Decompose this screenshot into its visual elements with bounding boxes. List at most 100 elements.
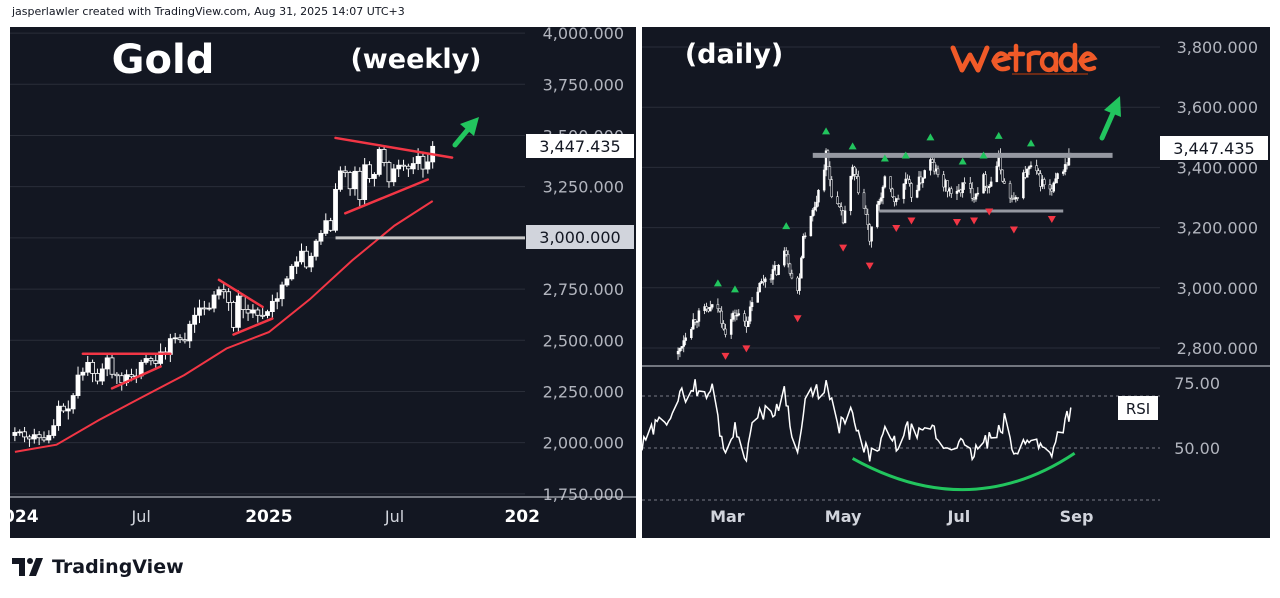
daily-candle-body [995, 165, 999, 183]
daily-candle-body [771, 269, 775, 280]
daily-candle [709, 300, 712, 312]
weekly-candle-body [318, 232, 324, 242]
tradingview-brand-text: TradingView [52, 556, 184, 578]
daily-candle-body [709, 307, 712, 312]
daily-candle-body [676, 350, 680, 355]
weekly-candle-body [177, 337, 183, 341]
weekly-candle [158, 343, 164, 368]
daily-candle-body [838, 203, 841, 207]
daily-candle-body [984, 174, 987, 187]
weekly-candle [323, 213, 329, 236]
daily-candle-body [902, 183, 906, 199]
tradingview-logo-icon [12, 558, 43, 576]
weekly-candle [80, 367, 86, 381]
rsi-y-tick-label: 75.00 [1174, 374, 1220, 393]
weekly-candle [201, 300, 207, 316]
weekly-chart-subtitle: (weekly) [350, 44, 481, 75]
daily-candle [790, 269, 794, 280]
daily-candle-body [853, 166, 856, 175]
weekly-candle-body [90, 361, 95, 374]
daily-y-tick-label: 3,000.000 [1177, 279, 1258, 298]
weekly-candle-body [104, 357, 110, 370]
daily-candle [1048, 179, 1052, 196]
weekly-moving-average [14, 200, 434, 453]
weekly-candle [333, 183, 338, 233]
daily-candle [784, 247, 788, 257]
weekly-candle-body [167, 338, 173, 355]
daily-candle [786, 250, 790, 268]
weekly-candle-body [226, 291, 232, 303]
weekly-candle-body [333, 188, 338, 231]
daily-swing-high-marker-icon [958, 157, 967, 165]
weekly-candle [391, 164, 397, 187]
daily-candle-body [1035, 165, 1038, 172]
daily-candle [764, 276, 767, 288]
daily-candle-body [733, 312, 737, 316]
daily-candle-body [870, 226, 873, 242]
weekly-candle-body [197, 307, 202, 316]
daily-candle-body [866, 214, 870, 226]
daily-swing-low-marker-icon [892, 225, 901, 233]
daily-candle [716, 298, 720, 313]
daily-y-tick-label: 2,800.000 [1177, 339, 1258, 358]
weekly-candle [308, 252, 314, 273]
rsi-y-tick-label: 50.00 [1174, 439, 1220, 458]
weekly-candle-body [65, 408, 71, 412]
daily-swing-low-marker-icon [952, 219, 961, 227]
weekly-grid [10, 32, 525, 495]
weekly-candle-body [235, 295, 241, 328]
daily-candle-body [1061, 171, 1065, 174]
weekly-candle-body [279, 284, 285, 300]
daily-candle-body [691, 319, 695, 330]
daily-candle-body [1003, 180, 1006, 184]
daily-candle-body [788, 263, 792, 274]
weekly-candle-body [323, 220, 329, 234]
daily-candle [830, 176, 833, 199]
daily-candle [969, 176, 972, 194]
daily-candle [855, 168, 858, 180]
daily-candle-body [862, 192, 866, 209]
daily-candle [710, 304, 714, 310]
daily-candle-body [809, 215, 813, 237]
rsi-label-text: RSI [1126, 400, 1150, 418]
weekly-candle-body [61, 405, 66, 412]
weekly-candle-body [420, 155, 426, 170]
daily-candle [735, 309, 739, 321]
daily-y-tick-label: 3,600.000 [1177, 98, 1258, 117]
daily-y-tick-label: 3,800.000 [1177, 38, 1258, 57]
weekly-candle-body [75, 374, 81, 396]
daily-candle [803, 232, 807, 239]
daily-candle-body [690, 328, 693, 338]
daily-candle [684, 332, 687, 346]
weekly-candle-body [192, 314, 198, 325]
daily-candle-body [803, 235, 807, 238]
daily-swing-high-marker-icon [713, 279, 722, 287]
daily-candle-body [705, 306, 708, 310]
weekly-candle [289, 264, 295, 281]
daily-candle-body [961, 182, 964, 194]
tradingview-footer: TradingView [12, 556, 184, 578]
weekly-x-tick-label: 2025 [245, 507, 292, 527]
daily-candle [777, 263, 780, 276]
weekly-candle [279, 281, 285, 307]
weekly-y-tick-label: 3,250.000 [543, 178, 624, 197]
daily-candle-body [813, 206, 816, 211]
daily-candle-body [798, 277, 801, 291]
daily-candle-body [891, 188, 894, 198]
weekly-candle [148, 356, 154, 366]
daily-y-tick-label: 3,400.000 [1177, 158, 1258, 177]
weekly-candle [313, 239, 319, 261]
daily-last-price: 3,447.435 [1173, 139, 1254, 158]
weekly-candle-body [269, 300, 275, 313]
weekly-candle [153, 354, 159, 370]
weekly-candle-body [85, 361, 91, 373]
weekly-candle [177, 334, 183, 343]
weekly-candle-body [109, 357, 115, 375]
weekly-candle [41, 431, 47, 443]
weekly-candle [104, 355, 110, 377]
weekly-candle-body [172, 337, 178, 340]
daily-candle-body [822, 169, 826, 191]
daily-candle [691, 313, 695, 330]
daily-swing-low-marker-icon [985, 208, 994, 216]
daily-candle [1025, 168, 1029, 178]
